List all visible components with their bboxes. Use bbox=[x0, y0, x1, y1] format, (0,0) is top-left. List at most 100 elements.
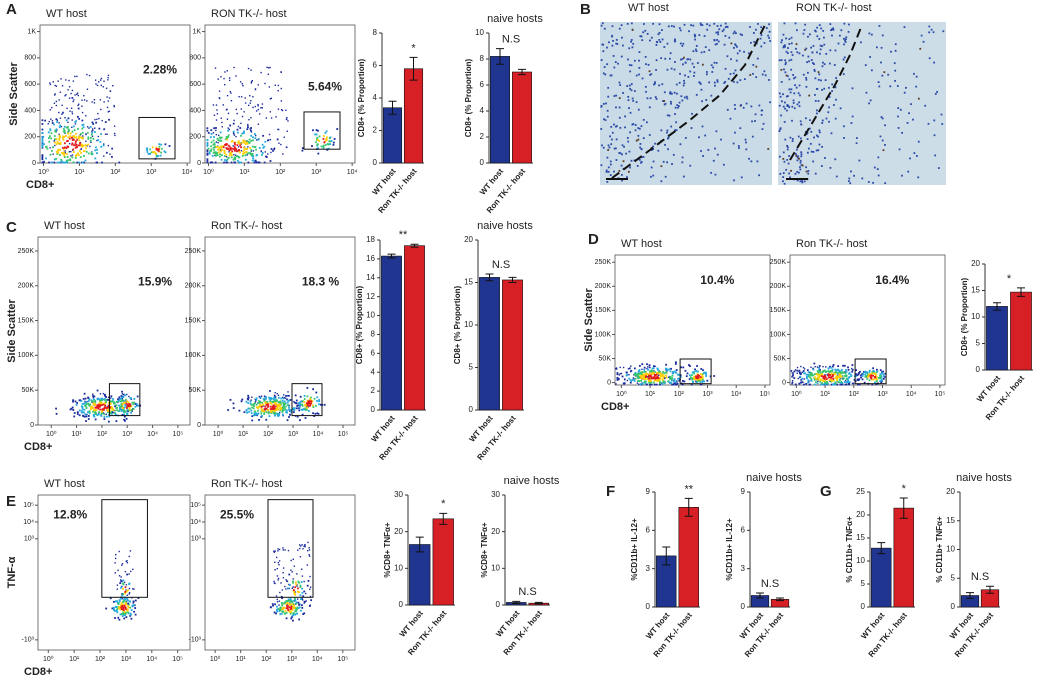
y-axis-label: Side Scatter bbox=[6, 298, 18, 362]
cell bbox=[754, 113, 757, 116]
event-dot bbox=[233, 66, 235, 69]
event-dot bbox=[638, 375, 640, 378]
event-dot bbox=[243, 141, 246, 144]
event-dot bbox=[152, 151, 155, 154]
event-dot bbox=[227, 156, 230, 159]
cell bbox=[803, 180, 806, 183]
panel-label: D bbox=[588, 231, 599, 248]
event-dot bbox=[298, 618, 301, 621]
cell bbox=[718, 28, 721, 31]
event-dot bbox=[86, 145, 88, 147]
event-dot bbox=[819, 374, 822, 377]
event-dot bbox=[807, 371, 810, 374]
cell bbox=[666, 42, 669, 45]
event-dot bbox=[319, 403, 322, 406]
event-dot bbox=[53, 141, 56, 144]
event-dot bbox=[697, 376, 700, 379]
event-dot bbox=[839, 381, 842, 384]
y-tick-label: 150K bbox=[18, 317, 35, 324]
event-dot bbox=[160, 143, 163, 146]
event-dot bbox=[210, 149, 212, 152]
event-dot bbox=[880, 381, 883, 384]
event-dot bbox=[615, 383, 617, 385]
event-dot bbox=[813, 378, 816, 381]
event-dot bbox=[292, 603, 295, 605]
event-dot bbox=[50, 137, 53, 140]
event-dot bbox=[68, 97, 71, 99]
event-dot bbox=[315, 405, 317, 407]
event-dot bbox=[303, 602, 305, 604]
cell bbox=[603, 27, 606, 30]
gate bbox=[267, 499, 314, 598]
cell bbox=[640, 35, 643, 38]
event-dot bbox=[247, 146, 249, 148]
event-dot bbox=[294, 609, 297, 612]
event-dot bbox=[68, 79, 70, 82]
cell bbox=[753, 32, 755, 34]
event-dot bbox=[819, 369, 821, 371]
event-dot bbox=[871, 383, 874, 386]
event-dot bbox=[286, 116, 288, 119]
event-dot bbox=[280, 602, 283, 604]
event-dot bbox=[241, 115, 244, 118]
y-axis-label: %CD11b+ IL-12+ bbox=[725, 518, 734, 581]
event-dot bbox=[816, 366, 819, 368]
event-dot bbox=[272, 409, 275, 411]
event-dot bbox=[64, 117, 66, 119]
cell bbox=[629, 111, 632, 114]
event-dot bbox=[306, 564, 309, 566]
event-dot bbox=[245, 409, 248, 411]
event-dot bbox=[842, 364, 844, 367]
event-dot bbox=[303, 401, 306, 403]
event-dot bbox=[246, 152, 249, 155]
event-dot bbox=[843, 364, 846, 367]
cell bbox=[799, 94, 801, 97]
event-dot bbox=[290, 410, 293, 413]
event-dot bbox=[636, 373, 639, 376]
event-dot bbox=[80, 411, 83, 414]
event-dot bbox=[230, 156, 233, 159]
cell bbox=[616, 43, 619, 45]
event-dot bbox=[278, 411, 281, 414]
cell bbox=[646, 97, 649, 100]
cell bbox=[724, 22, 727, 25]
event-dot bbox=[299, 584, 302, 587]
event-dot bbox=[657, 377, 660, 379]
event-dot bbox=[122, 583, 125, 586]
y-tick-label: 30 bbox=[394, 490, 403, 499]
cell bbox=[659, 41, 662, 43]
cell bbox=[626, 85, 629, 87]
cell bbox=[712, 159, 715, 162]
event-dot bbox=[675, 383, 678, 386]
event-dot bbox=[272, 149, 274, 152]
event-dot bbox=[87, 137, 90, 140]
event-dot bbox=[665, 371, 668, 374]
event-dot bbox=[289, 597, 292, 600]
event-dot bbox=[299, 403, 302, 406]
event-dot bbox=[239, 142, 241, 145]
event-dot bbox=[209, 161, 212, 164]
event-dot bbox=[67, 89, 69, 91]
y-tick-label: 200K bbox=[18, 283, 35, 290]
event-dot bbox=[273, 550, 275, 553]
event-dot bbox=[249, 102, 251, 104]
event-dot bbox=[301, 400, 304, 403]
event-dot bbox=[822, 379, 825, 382]
cell bbox=[645, 90, 647, 93]
event-dot bbox=[804, 372, 807, 375]
event-dot bbox=[701, 374, 704, 377]
event-dot bbox=[269, 390, 271, 392]
event-dot bbox=[86, 413, 88, 416]
cell bbox=[903, 26, 906, 29]
cell bbox=[751, 135, 754, 138]
cell bbox=[917, 176, 920, 179]
cell bbox=[642, 31, 645, 34]
cell bbox=[805, 166, 808, 169]
cell bbox=[683, 79, 685, 82]
event-dot bbox=[92, 393, 94, 395]
event-dot bbox=[831, 374, 834, 376]
cell bbox=[714, 147, 716, 150]
event-dot bbox=[301, 597, 303, 600]
event-dot bbox=[688, 374, 691, 377]
event-dot bbox=[289, 604, 292, 606]
